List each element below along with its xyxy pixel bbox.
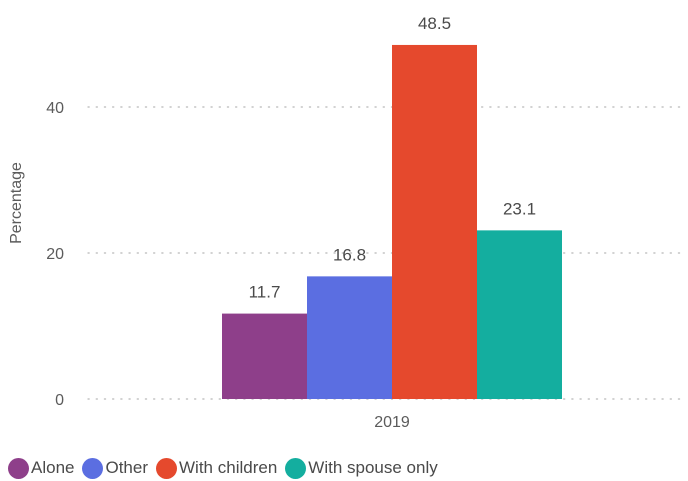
y-tick-label: 20 [46, 246, 64, 263]
y-axis-title: Percentage [8, 162, 25, 244]
legend-label: Alone [31, 458, 75, 477]
y-tick-labels: 0 20 40 [46, 100, 64, 409]
legend-label: With children [179, 458, 278, 477]
legend-label: With spouse only [308, 458, 438, 477]
legend-item-alone[interactable]: Alone [8, 457, 75, 479]
legend-swatch-icon [8, 457, 29, 479]
legend-label: Other [105, 458, 149, 477]
legend-swatch-icon [156, 457, 178, 479]
bar-other [307, 276, 392, 399]
legend: Alone Other With children With spouse only [8, 456, 446, 480]
data-label-alone: 11.7 [249, 283, 281, 302]
legend-item-with-children[interactable]: With children [156, 457, 278, 479]
legend-swatch-icon [285, 457, 307, 479]
y-tick-label: 0 [55, 392, 64, 409]
bar-with-children [392, 44, 477, 399]
data-label-with-children: 48.5 [418, 14, 451, 33]
bars [222, 44, 562, 399]
legend-item-with-spouse-only[interactable]: With spouse only [285, 457, 438, 479]
x-tick-labels: 2019 [374, 414, 410, 431]
x-tick-label: 2019 [374, 414, 410, 431]
legend-swatch-icon [82, 457, 104, 479]
legend-item-other[interactable]: Other [82, 457, 149, 479]
data-label-other: 16.8 [333, 245, 366, 264]
y-tick-label: 40 [46, 100, 64, 117]
bar-with-spouse-only [477, 230, 562, 399]
bar-alone [222, 313, 307, 399]
data-labels: 11.7 16.8 48.5 23.1 [249, 14, 536, 302]
data-label-with-spouse-only: 23.1 [503, 199, 536, 218]
